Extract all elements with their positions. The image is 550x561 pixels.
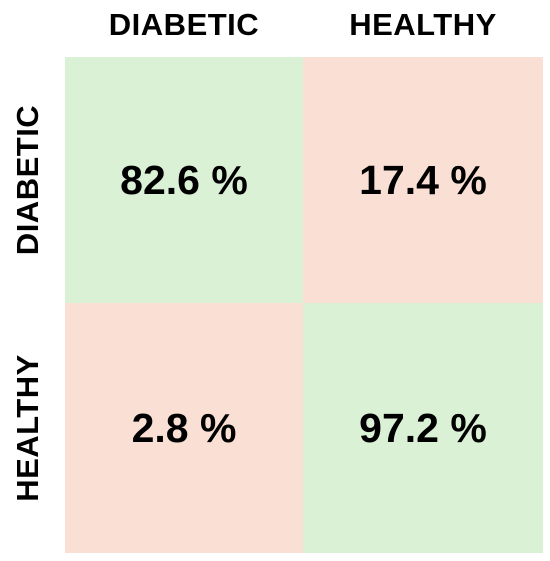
row-header-healthy: HEALTHY [10, 354, 45, 502]
row-header-diabetic: DIABETIC [10, 104, 46, 256]
cell-healthy-diabetic: 2.8 % [65, 303, 303, 553]
column-header-healthy: HEALTHY [349, 7, 497, 42]
cell-diabetic-diabetic: 82.6 % [65, 57, 303, 303]
column-header-diabetic: DIABETIC [108, 7, 260, 42]
cell-diabetic-healthy: 17.4 % [303, 57, 543, 303]
cell-healthy-healthy: 97.2 % [303, 303, 543, 553]
